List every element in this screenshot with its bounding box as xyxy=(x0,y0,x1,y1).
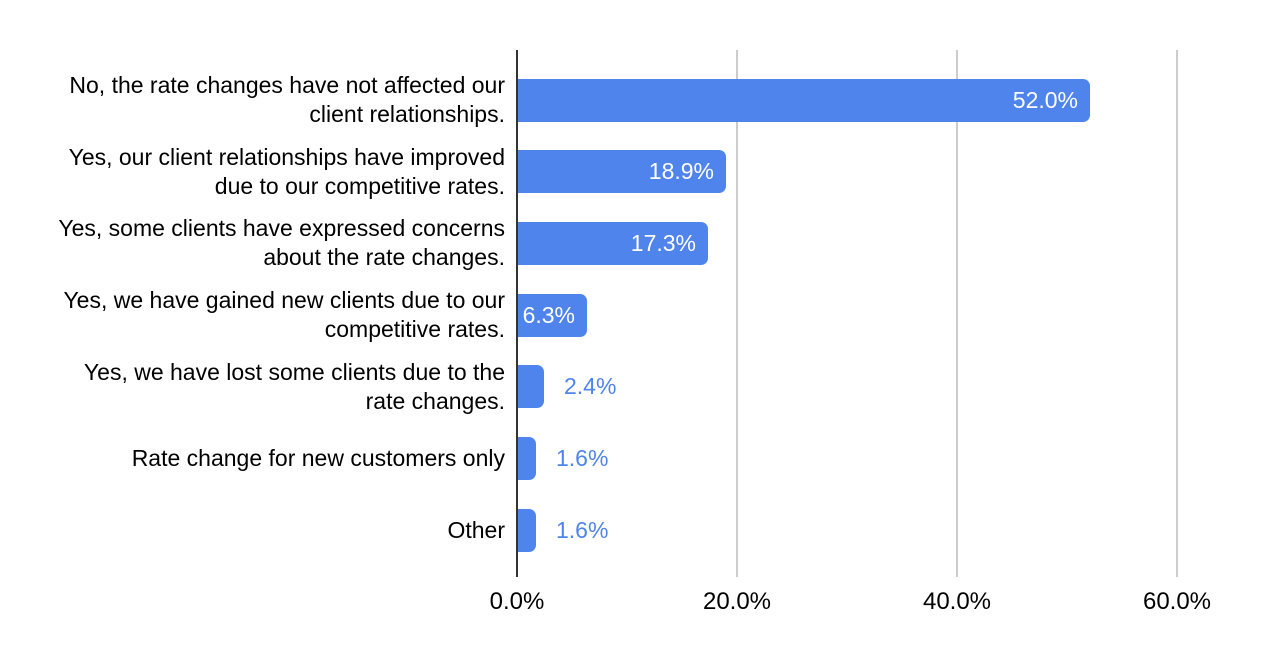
y-axis-line xyxy=(516,50,518,577)
value-label: 1.6% xyxy=(556,445,609,471)
bar: 52.0% xyxy=(518,78,1090,122)
gridline xyxy=(1176,50,1178,577)
category-label: Rate change for new customers only xyxy=(131,445,505,471)
gridline xyxy=(736,50,738,577)
bar xyxy=(518,508,536,552)
gridline xyxy=(956,50,958,577)
value-label: 17.3% xyxy=(630,229,696,256)
category-label: No, the rate changes have not affected o… xyxy=(69,72,505,127)
bar: 18.9% xyxy=(518,150,726,194)
value-label: 52.0% xyxy=(1012,86,1078,113)
category-label: Other xyxy=(447,516,505,543)
x-tick-label: 0.0% xyxy=(489,588,545,615)
bar: 6.3% xyxy=(518,293,587,337)
bar xyxy=(518,437,536,480)
bar: 17.3% xyxy=(518,221,708,265)
category-label: Yes, we have gained new clients due to o… xyxy=(63,287,505,343)
value-label: 18.9% xyxy=(648,158,714,185)
value-label: 2.4% xyxy=(564,373,617,400)
category-label: Yes, some clients have expressed concern… xyxy=(58,215,505,271)
x-tick-label: 60.0% xyxy=(1142,588,1212,615)
category-label: Yes, our client relationships have impro… xyxy=(68,143,505,199)
value-label: 6.3% xyxy=(522,301,575,328)
value-label: 1.6% xyxy=(556,516,609,543)
x-tick-label: 40.0% xyxy=(922,588,992,615)
x-tick-label: 20.0% xyxy=(702,588,772,615)
category-label: Yes, we have lost some clients due to th… xyxy=(83,358,505,414)
bar xyxy=(518,365,544,409)
